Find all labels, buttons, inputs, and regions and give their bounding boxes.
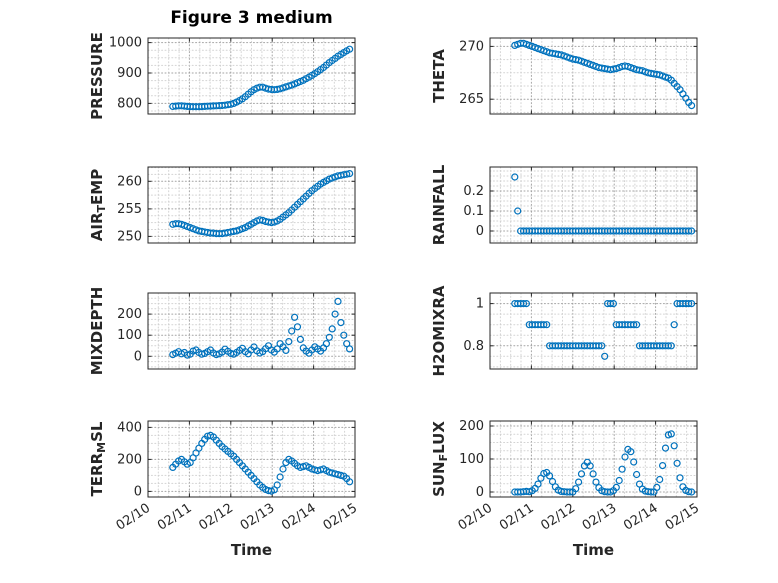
ytick-label-mixdepth: 100: [117, 328, 142, 343]
series-terr_msl: [169, 431, 354, 495]
subplot-theta: 265 270 THETA: [430, 37, 698, 115]
axes-box-air_temp: [147, 166, 356, 244]
ylabel-h2omixra: H2OMIXRA: [430, 285, 448, 376]
xtick-label: 02/15: [321, 501, 361, 534]
series-pressure: [169, 45, 354, 111]
xtick-label: 02/11: [155, 501, 195, 534]
subplot-mixdepth: 0 100 200 MIXDEPTH: [88, 287, 356, 376]
ylabel-air_temp: AIRTEMP: [88, 169, 108, 241]
series-sun_flux: [511, 430, 696, 496]
series-h2omixra: [511, 300, 696, 360]
xtick-label: 02/13: [238, 501, 278, 534]
series-mixdepth: [169, 297, 354, 359]
xtick-label: 02/12: [196, 501, 236, 534]
xtick-label: 02/12: [538, 501, 578, 534]
axes-box-pressure: [147, 37, 356, 115]
subplot-h2omixra: 0.8 1 H2OMIXRA: [430, 285, 698, 376]
ytick-label-sun_flux: 100: [459, 452, 484, 467]
ytick-label-terr_msl: 400: [117, 420, 142, 435]
ylabel-sun_flux: SUNFLUX: [430, 421, 450, 497]
xtick-label: 02/15: [663, 501, 703, 534]
ytick-label-h2omixra: 0.8: [463, 339, 484, 354]
ytick-label-mixdepth: 200: [117, 307, 142, 322]
ylabel-rainfall: RAINFALL: [430, 164, 448, 245]
ytick-label-mixdepth: 0: [134, 349, 142, 364]
xtick-label: 02/11: [497, 501, 537, 534]
ytick-label-terr_msl: 0: [134, 484, 142, 499]
subplot-rainfall: 0 0.1 0.2 RAINFALL: [430, 164, 698, 245]
xtick-label: 02/10: [456, 501, 496, 534]
ytick-label-pressure: 900: [117, 66, 142, 81]
ytick-label-terr_msl: 200: [117, 452, 142, 467]
series-theta: [511, 39, 696, 110]
ytick-label-air_temp: 255: [117, 202, 142, 217]
axes-box-h2omixra: [489, 292, 698, 370]
ytick-label-rainfall: 0.1: [463, 204, 484, 219]
ytick-label-air_temp: 260: [117, 174, 142, 189]
ytick-label-sun_flux: 0: [476, 485, 484, 500]
xtick-label: 02/10: [114, 501, 154, 534]
series-air_temp: [169, 170, 354, 238]
axes-box-rainfall: [489, 166, 698, 244]
xtick-label: 02/14: [621, 501, 661, 534]
figure-title: Figure 3 medium: [170, 8, 333, 28]
ytick-label-theta: 265: [459, 92, 484, 107]
ytick-label-rainfall: 0.2: [463, 184, 484, 199]
ylabel-pressure: PRESSURE: [88, 32, 106, 120]
ytick-label-h2omixra: 1: [476, 297, 484, 312]
xlabel-terr_msl: Time: [231, 541, 272, 559]
axes-box-mixdepth: [147, 292, 356, 370]
axes-box-theta: [489, 37, 698, 115]
ytick-label-sun_flux: 200: [459, 419, 484, 434]
subplot-sun_flux: 0 100 200 SUNFLUX 02/10 02/11 02/12 02/13 02/14 0…: [430, 419, 702, 559]
ytick-label-pressure: 800: [117, 96, 142, 111]
ylabel-mixdepth: MIXDEPTH: [88, 287, 106, 376]
ylabel-terr_msl: TERRMSL: [88, 421, 108, 496]
ytick-label-theta: 270: [459, 39, 484, 54]
ytick-label-rainfall: 0: [476, 224, 484, 239]
ylabel-theta: THETA: [430, 49, 448, 103]
xtick-label: 02/14: [279, 501, 319, 534]
series-rainfall: [511, 173, 696, 235]
subplot-air_temp: 250 255 260 AIRTEMP: [88, 166, 356, 244]
ytick-label-air_temp: 250: [117, 229, 142, 244]
subplot-terr_msl: 0 200 400 TERRMSL 02/10 02/11 02/12 02/13 02/14 0…: [88, 420, 360, 559]
xlabel-sun_flux: Time: [573, 541, 614, 559]
ytick-label-pressure: 1000: [109, 36, 142, 51]
xtick-label: 02/13: [580, 501, 620, 534]
